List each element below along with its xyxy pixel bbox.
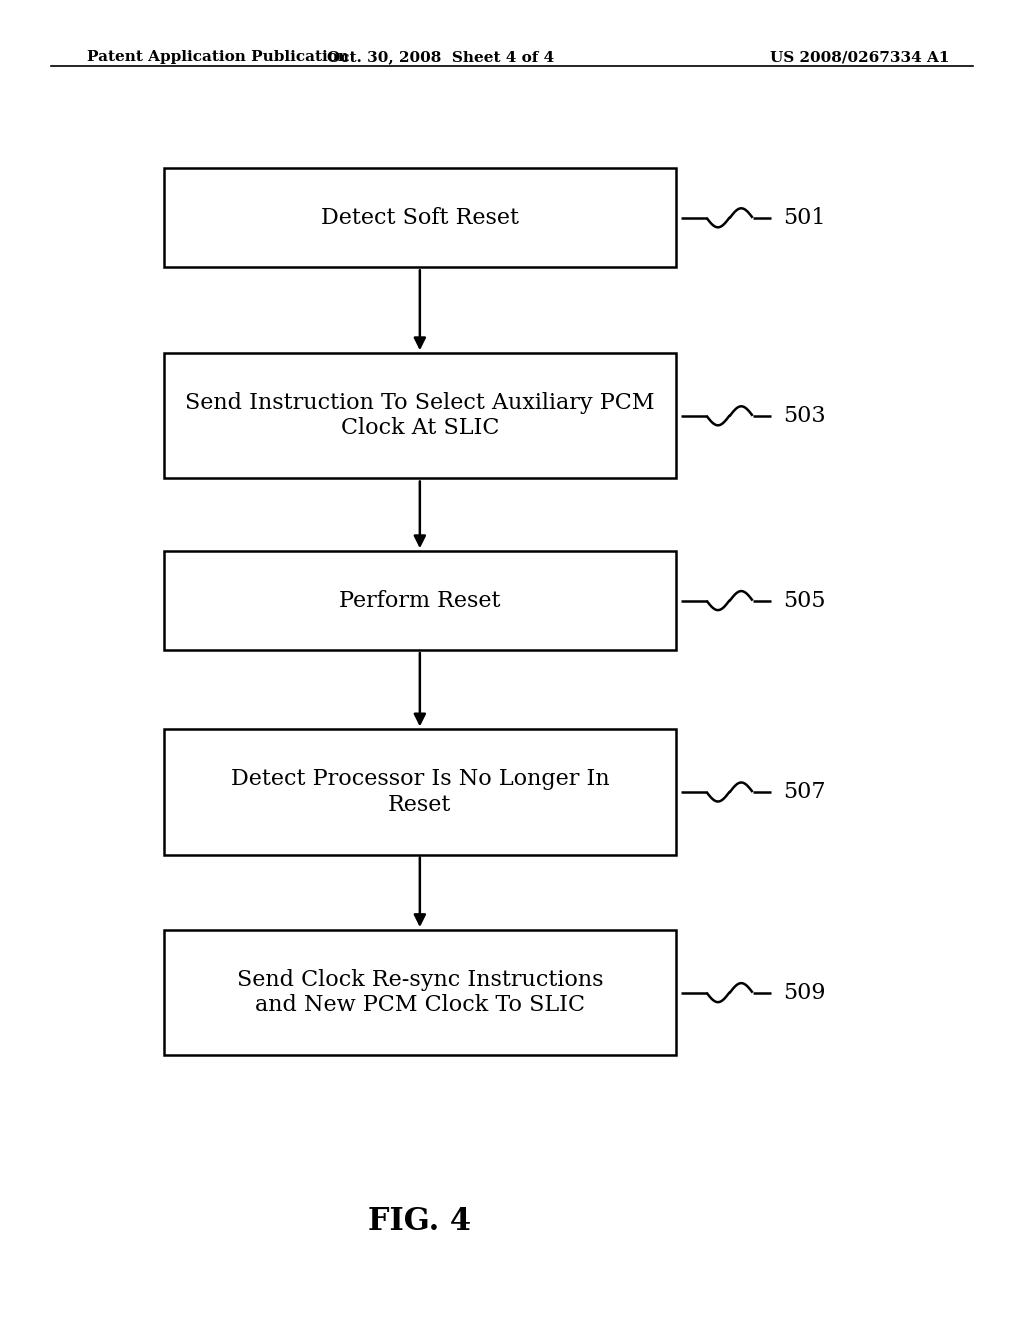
Text: 505: 505 [783, 590, 826, 611]
Bar [164, 352, 676, 478]
Bar [164, 168, 676, 267]
Text: 507: 507 [783, 781, 826, 803]
Text: Send Clock Re-sync Instructions
and New PCM Clock To SLIC: Send Clock Re-sync Instructions and New … [237, 969, 603, 1016]
Bar [164, 729, 676, 855]
Text: Oct. 30, 2008  Sheet 4 of 4: Oct. 30, 2008 Sheet 4 of 4 [327, 50, 554, 65]
Text: 509: 509 [783, 982, 826, 1003]
Bar [164, 552, 676, 649]
Text: Detect Soft Reset: Detect Soft Reset [321, 207, 519, 228]
Text: 503: 503 [783, 405, 826, 426]
Text: US 2008/0267334 A1: US 2008/0267334 A1 [770, 50, 950, 65]
Text: FIG. 4: FIG. 4 [369, 1205, 471, 1237]
Text: Patent Application Publication: Patent Application Publication [87, 50, 349, 65]
Bar [164, 929, 676, 1056]
Text: Detect Processor Is No Longer In
Reset: Detect Processor Is No Longer In Reset [230, 768, 609, 816]
Text: 501: 501 [783, 207, 826, 228]
Text: Send Instruction To Select Auxiliary PCM
Clock At SLIC: Send Instruction To Select Auxiliary PCM… [185, 392, 654, 440]
Text: Perform Reset: Perform Reset [339, 590, 501, 611]
